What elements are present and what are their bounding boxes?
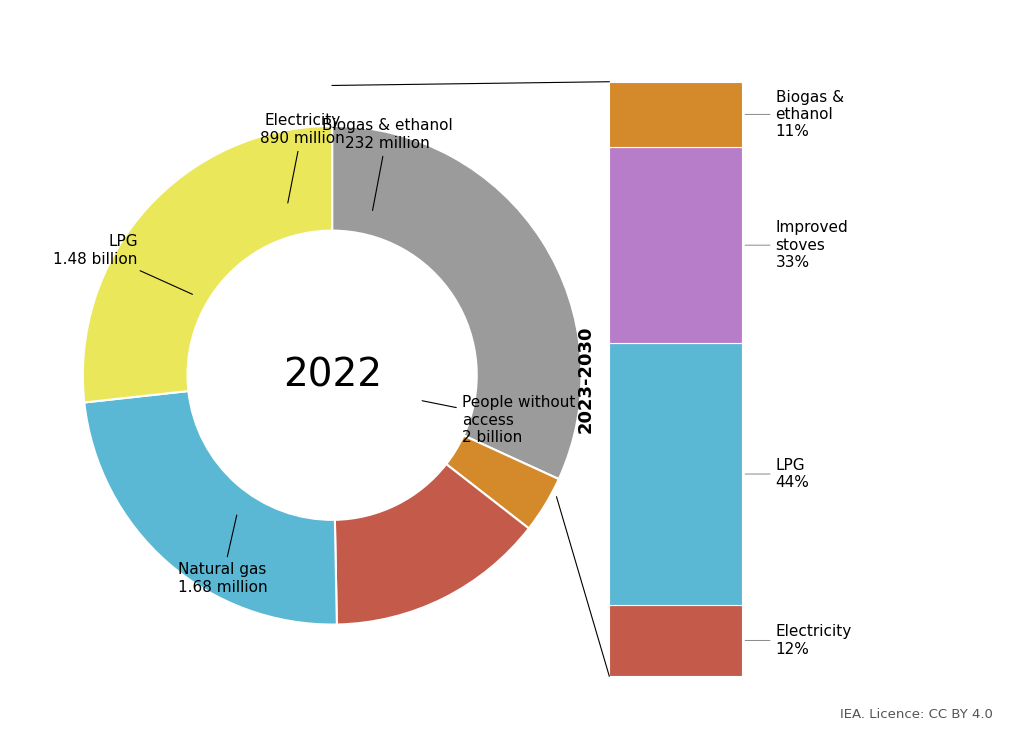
Wedge shape [83, 126, 332, 403]
Text: Biogas &
ethanol
11%: Biogas & ethanol 11% [745, 89, 844, 140]
Text: LPG
1.48 billion: LPG 1.48 billion [53, 234, 193, 294]
Wedge shape [446, 435, 559, 528]
Text: LPG
44%: LPG 44% [745, 458, 809, 490]
Wedge shape [335, 464, 528, 625]
Text: Electricity
890 million: Electricity 890 million [260, 114, 345, 203]
Text: IEA. Licence: CC BY 4.0: IEA. Licence: CC BY 4.0 [841, 708, 993, 721]
Text: 2022: 2022 [283, 356, 382, 395]
Text: Natural gas
1.68 million: Natural gas 1.68 million [177, 515, 267, 594]
Wedge shape [84, 391, 337, 625]
Text: Biogas & ethanol
232 million: Biogas & ethanol 232 million [322, 118, 453, 210]
Bar [609, 605, 742, 676]
Wedge shape [332, 126, 582, 479]
Bar [609, 82, 742, 147]
Bar [609, 343, 742, 605]
Text: 2023-2030: 2023-2030 [577, 325, 594, 432]
Text: Electricity
12%: Electricity 12% [745, 624, 852, 657]
Bar [609, 147, 742, 343]
Text: Improved
stoves
33%: Improved stoves 33% [745, 220, 848, 270]
Text: People without
access
2 billion: People without access 2 billion [422, 395, 575, 445]
